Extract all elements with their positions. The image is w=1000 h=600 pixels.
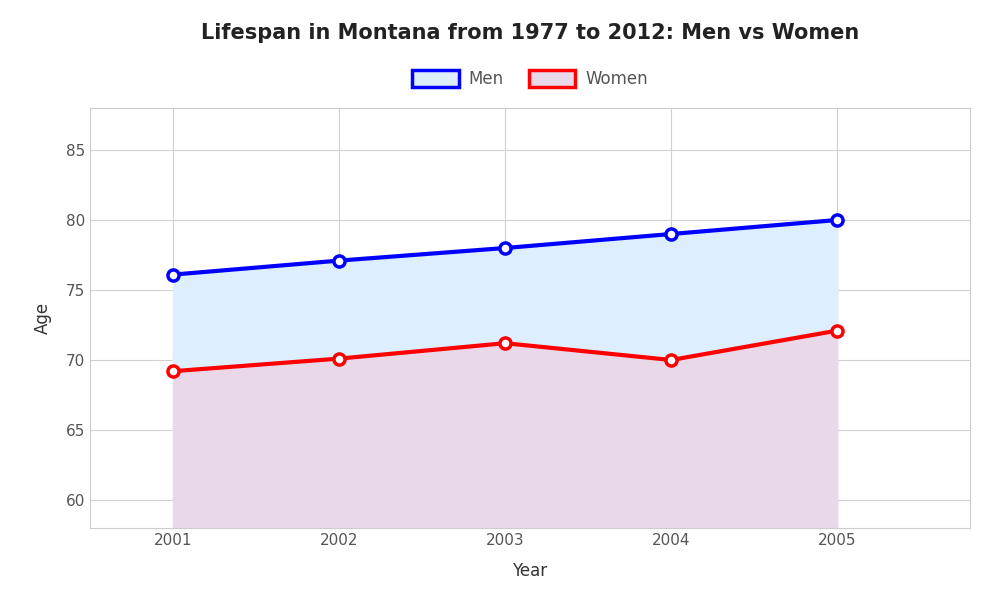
Title: Lifespan in Montana from 1977 to 2012: Men vs Women: Lifespan in Montana from 1977 to 2012: M…: [201, 23, 859, 43]
Y-axis label: Age: Age: [34, 302, 52, 334]
Legend: Men, Women: Men, Women: [404, 62, 656, 97]
X-axis label: Year: Year: [512, 562, 548, 580]
